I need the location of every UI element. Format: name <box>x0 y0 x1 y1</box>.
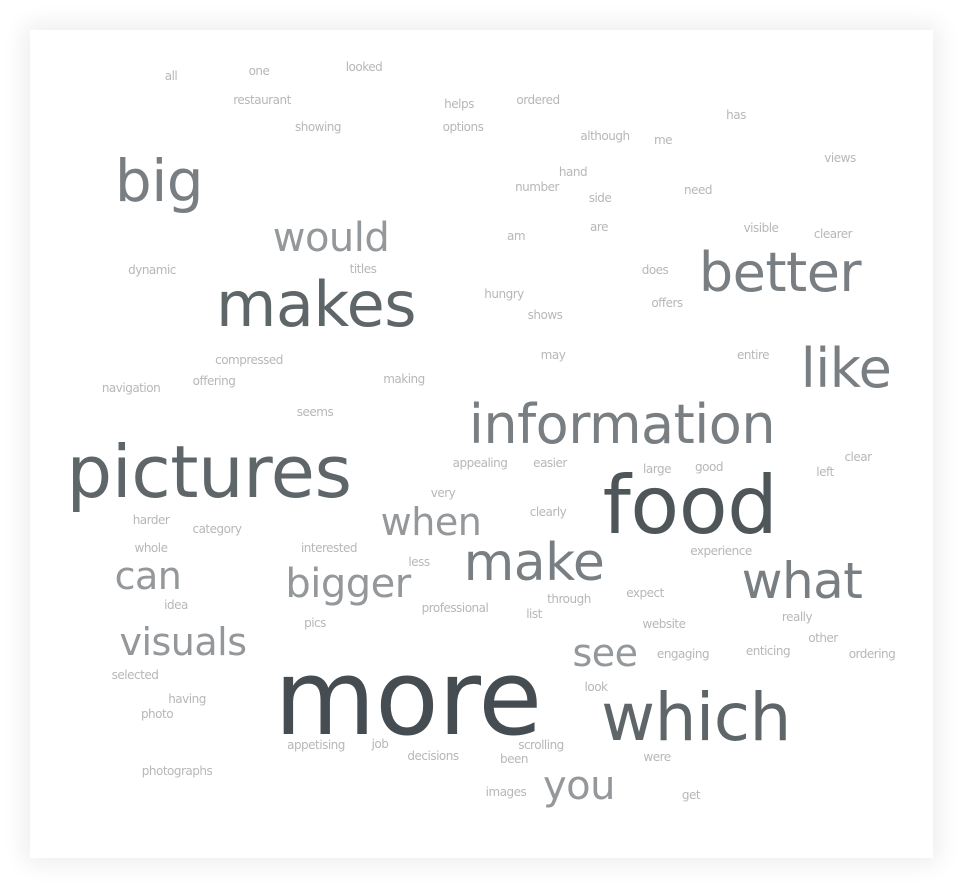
cloud-word: been <box>500 752 529 766</box>
cloud-word: offers <box>651 296 683 310</box>
cloud-word: would <box>272 215 390 261</box>
cloud-word: good <box>695 460 723 474</box>
cloud-word: photo <box>140 707 174 721</box>
cloud-word: like <box>800 337 892 400</box>
cloud-word: clear <box>844 450 872 464</box>
cloud-word: photographs <box>141 764 213 778</box>
cloud-word: clearly <box>529 505 567 519</box>
cloud-word: titles <box>349 262 377 276</box>
cloud-word: when <box>380 500 482 544</box>
cloud-word: list <box>526 607 542 621</box>
cloud-word: am <box>506 229 526 243</box>
cloud-word: appetising <box>287 738 345 752</box>
cloud-word: can <box>114 554 182 598</box>
cloud-word: other <box>808 631 838 645</box>
cloud-word: you <box>543 763 616 809</box>
cloud-word: hand <box>558 165 588 179</box>
cloud-word: navigation <box>101 381 161 395</box>
cloud-word: number <box>515 180 559 194</box>
cloud-word: helps <box>444 97 474 111</box>
cloud-word: are <box>590 220 608 234</box>
cloud-word: scrolling <box>518 738 564 752</box>
cloud-word: ordered <box>516 93 560 107</box>
cloud-word: need <box>684 183 713 197</box>
word-cloud-panel <box>30 30 933 858</box>
cloud-word: having <box>168 692 206 706</box>
cloud-word: may <box>540 348 566 362</box>
cloud-word: bigger <box>285 561 411 607</box>
cloud-word: interested <box>300 541 358 555</box>
cloud-word: large <box>643 462 671 476</box>
cloud-word: looked <box>345 60 383 74</box>
cloud-word: easier <box>533 456 567 470</box>
cloud-word: ordering <box>848 647 896 661</box>
cloud-word: me <box>653 133 673 147</box>
cloud-word: very <box>430 486 456 500</box>
cloud-word: side <box>588 191 612 205</box>
cloud-word: appealing <box>452 456 508 470</box>
cloud-word: although <box>580 129 630 143</box>
cloud-word: professional <box>421 601 489 615</box>
cloud-word: clearer <box>813 227 853 241</box>
cloud-word: pictures <box>66 430 352 514</box>
cloud-word: views <box>824 151 856 165</box>
cloud-word: better <box>698 241 862 304</box>
cloud-word: all <box>164 69 178 83</box>
cloud-word: were <box>643 750 671 764</box>
cloud-word: look <box>584 680 608 694</box>
cloud-word: selected <box>111 668 159 682</box>
cloud-word: really <box>781 610 813 624</box>
cloud-word: idea <box>164 598 188 612</box>
cloud-word: entire <box>736 348 770 362</box>
cloud-word: big <box>114 147 204 215</box>
cloud-word: images <box>485 785 527 799</box>
cloud-word: shows <box>527 308 563 322</box>
cloud-word: harder <box>132 513 170 527</box>
cloud-word: left <box>816 465 834 479</box>
cloud-word: visuals <box>119 620 247 664</box>
cloud-word: category <box>192 522 242 536</box>
cloud-word: get <box>681 788 701 802</box>
cloud-word: what <box>741 552 863 610</box>
cloud-word: which <box>601 679 791 756</box>
cloud-word: make <box>463 533 605 593</box>
cloud-word: enticing <box>745 644 791 658</box>
cloud-word: compressed <box>215 353 283 367</box>
cloud-word: engaging <box>656 647 710 661</box>
cloud-word: job <box>371 737 389 751</box>
cloud-word: does <box>641 263 669 277</box>
cloud-word: pics <box>304 616 326 630</box>
cloud-word: less <box>408 555 430 569</box>
cloud-word: through <box>547 592 591 606</box>
cloud-word: showing <box>294 120 342 134</box>
cloud-word: dynamic <box>128 263 176 277</box>
cloud-word: offering <box>192 374 236 388</box>
cloud-word: whole <box>134 541 168 555</box>
cloud-word: expect <box>626 586 664 600</box>
cloud-word: decisions <box>407 749 459 763</box>
cloud-word: see <box>572 631 638 675</box>
cloud-word: website <box>642 617 687 631</box>
cloud-word: information <box>468 393 776 456</box>
cloud-word: more <box>274 637 542 759</box>
cloud-word: food <box>602 459 778 552</box>
cloud-word: restaurant <box>233 93 291 107</box>
cloud-word: seems <box>296 405 334 419</box>
cloud-word: makes <box>215 268 417 341</box>
cloud-word: one <box>248 64 270 78</box>
cloud-word: making <box>383 372 425 386</box>
cloud-word: options <box>442 120 484 134</box>
cloud-word: experience <box>690 544 752 558</box>
cloud-word: has <box>726 108 746 122</box>
cloud-word: hungry <box>484 287 524 301</box>
cloud-word: visible <box>743 221 779 235</box>
